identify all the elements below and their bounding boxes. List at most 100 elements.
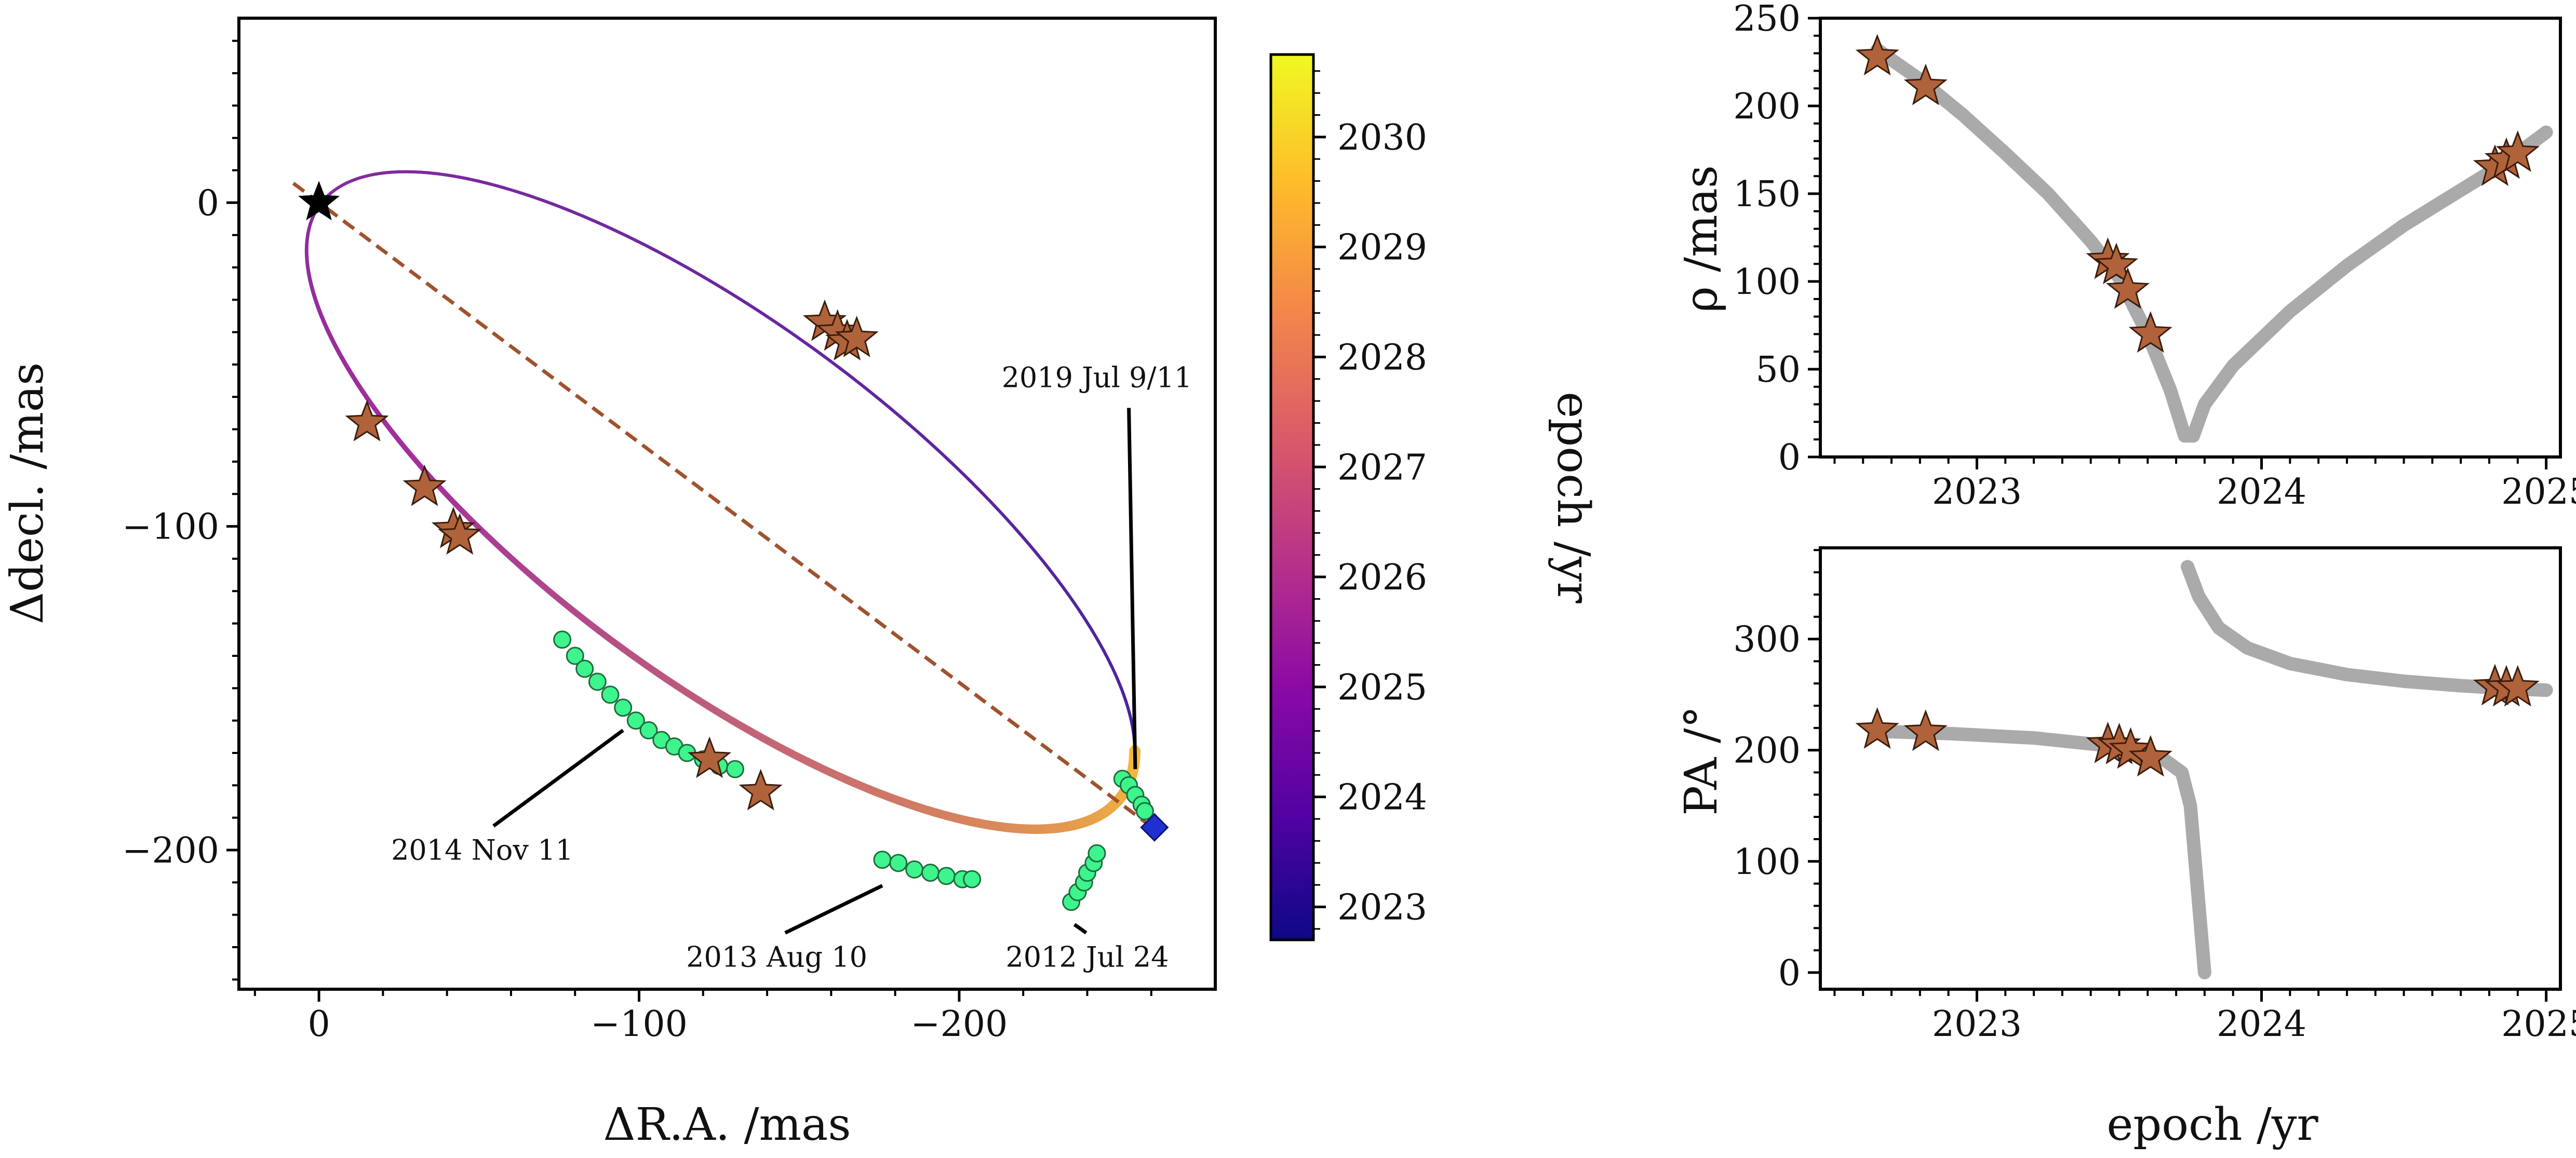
pa-star [1855, 707, 1899, 749]
separation-star [2094, 243, 2139, 285]
historical-points [553, 630, 1154, 911]
orbit-segment [927, 440, 940, 452]
separation-star [2496, 130, 2540, 172]
orbit-segment [1020, 534, 1031, 546]
x-tick-label: 2024 [2217, 1004, 2306, 1045]
historical-point [1135, 802, 1154, 820]
orbit-segment [1072, 601, 1081, 613]
orbit-segment [1027, 543, 1038, 555]
orbit-segment [1012, 526, 1024, 537]
orbit-segment [581, 214, 595, 222]
orbit-segment [612, 228, 626, 237]
pa-y-ticks: 0 100 200 300 [1733, 549, 1820, 994]
orbit-segment [720, 286, 734, 296]
orbit-segment [634, 238, 648, 247]
annotation-leader [492, 729, 624, 828]
historical-point [639, 721, 658, 739]
observed-star [835, 315, 879, 357]
y-tick-label: 0 [1778, 953, 1801, 994]
orbit-y-axis-title: Δdecl. /mas [2, 362, 53, 624]
historical-point [921, 864, 940, 882]
annotation-label: 2014 Nov 11 [391, 834, 573, 867]
orbit-segment [1054, 576, 1064, 588]
orbit-segment [731, 292, 745, 303]
colorbar-tick-label: 2029 [1337, 227, 1427, 268]
x-tick-label: 2023 [1932, 472, 2022, 513]
pa-plot-frame [1819, 546, 2562, 991]
separation-plot-frame [1819, 17, 2562, 459]
x-tick-label: 2025 [2501, 472, 2576, 513]
annotation-leader [784, 884, 883, 935]
x-tick-label: 2023 [1932, 1004, 2022, 1045]
x-tick-label: 2025 [2501, 1004, 2576, 1045]
pa-observations [1855, 664, 2540, 777]
position-angle-panel: 2023 2024 2025 0 100 200 300 PA /° epoch /yr [1675, 546, 2576, 1151]
historical-point [963, 870, 982, 888]
historical-point [566, 647, 584, 665]
orbit-segment [858, 382, 871, 394]
orbit-segment [541, 199, 555, 206]
orbit-segment [513, 189, 526, 196]
historical-point [626, 711, 645, 730]
primary-star-shape [298, 181, 340, 221]
separation-panel: 2023 2024 2025 0 50 100 150 200 250 ρ /mas [1675, 0, 2576, 513]
historical-point [1088, 844, 1106, 863]
orbit-segment [784, 328, 799, 339]
historical-point [889, 854, 908, 872]
x-tick-label: −100 [591, 1004, 688, 1045]
observed-star [438, 513, 482, 555]
x-tick-label: 0 [307, 1004, 330, 1045]
y-tick-label: 200 [1733, 731, 1801, 772]
orbit-segment [898, 414, 911, 426]
separation-star [2105, 267, 2150, 309]
historical-point [553, 630, 572, 649]
separation-star [2128, 311, 2172, 353]
orbit-segment [763, 313, 777, 324]
colorbar-tick-label: 2024 [1337, 777, 1427, 818]
orbit-segment [980, 491, 992, 503]
orbit-segment [972, 482, 984, 494]
y-tick-label: −100 [122, 507, 219, 548]
pa-star [1903, 709, 1948, 751]
orbit-segment [644, 244, 659, 253]
orbit-segment [709, 279, 723, 289]
observed-star [739, 769, 783, 811]
orbit-segment [522, 192, 535, 199]
orbit-segment [1078, 609, 1087, 621]
colorbar-tick-label: 2026 [1337, 557, 1427, 598]
orbit-segment [531, 195, 545, 203]
pa-x-axis-title: epoch /yr [2107, 1099, 2318, 1151]
colorbar-ticks: 2023 2024 2025 2026 2027 2028 2029 2030 [1313, 70, 1427, 930]
orbit-segment [1004, 517, 1016, 529]
pa-model-curve-before [1870, 724, 2211, 979]
orbit-segment [592, 219, 606, 227]
y-tick-label: 50 [1755, 349, 1801, 391]
orbit-segment [848, 374, 862, 385]
orbit-segment [1061, 585, 1070, 597]
annotation-leader [1073, 923, 1088, 935]
separation-y-ticks: 0 50 100 150 200 250 [1733, 0, 1820, 478]
orbit-segment [945, 456, 958, 469]
annotation-leader [1127, 408, 1137, 770]
colorbar-gradient [1269, 53, 1315, 941]
orbit-segment [795, 335, 809, 346]
historical-point [905, 860, 924, 879]
orbit-segment [997, 508, 1008, 520]
primary-star [298, 181, 340, 221]
orbit-segment [1083, 617, 1092, 629]
orbit-segment [571, 210, 585, 218]
orbit-segment [774, 320, 788, 331]
y-tick-label: 0 [1778, 437, 1801, 478]
orbit-segment [868, 390, 882, 401]
orbit-segment [494, 184, 507, 190]
annotation-label: 2012 Jul 24 [1005, 940, 1169, 973]
separation-observations [1855, 34, 2540, 353]
orbit-segment [963, 474, 975, 486]
historical-point [575, 659, 594, 678]
orbit-segment [827, 358, 841, 369]
separation-y-axis-title: ρ /mas [1675, 165, 1727, 313]
orbit-segment [1067, 593, 1076, 604]
orbit-segment [602, 223, 616, 232]
pa-star [2109, 727, 2153, 769]
